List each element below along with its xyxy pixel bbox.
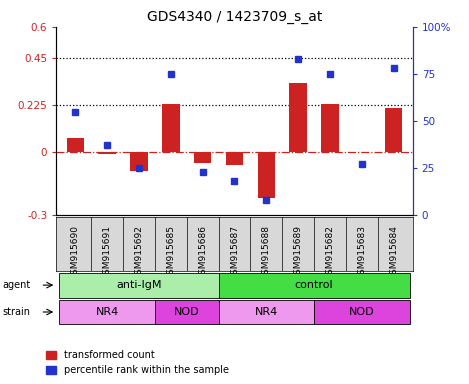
Bar	[98, 152, 116, 154]
Bar	[257, 152, 275, 198]
Text: GSM915691: GSM915691	[103, 225, 112, 280]
Text: GSM915685: GSM915685	[166, 225, 175, 280]
Text: NR4: NR4	[255, 307, 278, 317]
Text: strain: strain	[2, 307, 30, 317]
Bar	[321, 104, 339, 152]
Text: NR4: NR4	[96, 307, 119, 317]
Bar	[162, 104, 180, 152]
Text: GSM915686: GSM915686	[198, 225, 207, 280]
Bar	[67, 138, 84, 152]
Text: GSM915683: GSM915683	[357, 225, 366, 280]
Bar	[226, 152, 243, 165]
Text: NOD: NOD	[174, 307, 200, 317]
Title: GDS4340 / 1423709_s_at: GDS4340 / 1423709_s_at	[147, 10, 322, 25]
Text: GSM915684: GSM915684	[389, 225, 398, 280]
Bar	[385, 108, 402, 152]
Text: control: control	[295, 280, 333, 290]
Bar	[60, 300, 155, 324]
Legend: transformed count, percentile rank within the sample: transformed count, percentile rank withi…	[42, 346, 233, 379]
Text: GSM915688: GSM915688	[262, 225, 271, 280]
Bar	[194, 152, 212, 163]
Bar	[314, 300, 409, 324]
Bar	[155, 300, 219, 324]
Text: NOD: NOD	[349, 307, 375, 317]
Bar	[219, 273, 409, 298]
Text: anti-IgM: anti-IgM	[116, 280, 162, 290]
Text: GSM915692: GSM915692	[135, 225, 144, 280]
Text: GSM915689: GSM915689	[294, 225, 303, 280]
Bar	[219, 300, 314, 324]
Text: GSM915690: GSM915690	[71, 225, 80, 280]
Text: agent: agent	[2, 280, 30, 290]
Bar	[60, 273, 219, 298]
Bar	[289, 83, 307, 152]
Text: GSM915687: GSM915687	[230, 225, 239, 280]
Bar	[130, 152, 148, 171]
Text: GSM915682: GSM915682	[325, 225, 334, 280]
